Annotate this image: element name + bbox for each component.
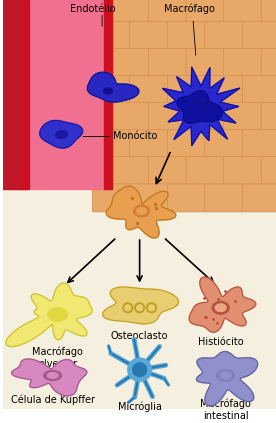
FancyBboxPatch shape [261, 157, 276, 185]
FancyBboxPatch shape [73, 157, 112, 185]
FancyBboxPatch shape [186, 0, 225, 22]
Bar [21, 0, 29, 189]
FancyBboxPatch shape [261, 48, 276, 77]
FancyBboxPatch shape [148, 103, 187, 131]
FancyBboxPatch shape [130, 21, 168, 49]
Bar [104, 0, 112, 189]
FancyBboxPatch shape [130, 130, 168, 158]
Circle shape [125, 305, 131, 310]
Text: Monócito: Monócito [113, 132, 157, 141]
Ellipse shape [44, 371, 62, 380]
FancyBboxPatch shape [205, 130, 243, 158]
FancyBboxPatch shape [186, 48, 225, 77]
Ellipse shape [212, 302, 229, 314]
Circle shape [133, 363, 147, 376]
Ellipse shape [220, 372, 231, 379]
FancyBboxPatch shape [167, 21, 206, 49]
FancyBboxPatch shape [148, 0, 187, 22]
FancyBboxPatch shape [242, 75, 276, 104]
Text: Macrófago
alveolar: Macrófago alveolar [32, 346, 83, 368]
Circle shape [123, 303, 133, 313]
Polygon shape [6, 283, 92, 346]
Polygon shape [106, 186, 176, 238]
FancyBboxPatch shape [92, 21, 131, 49]
FancyBboxPatch shape [73, 103, 112, 131]
FancyBboxPatch shape [92, 75, 131, 104]
Bar [3, 0, 21, 189]
Ellipse shape [215, 304, 226, 312]
FancyBboxPatch shape [130, 75, 168, 104]
Polygon shape [163, 67, 240, 146]
Circle shape [147, 303, 156, 313]
Ellipse shape [56, 131, 67, 138]
Text: Macrófago: Macrófago [164, 3, 215, 14]
FancyBboxPatch shape [186, 103, 225, 131]
FancyBboxPatch shape [92, 184, 131, 212]
Polygon shape [177, 91, 222, 123]
FancyBboxPatch shape [261, 103, 276, 131]
FancyBboxPatch shape [186, 157, 225, 185]
Text: Histiócito: Histiócito [198, 337, 243, 347]
Polygon shape [12, 359, 87, 396]
Bar [3, 0, 112, 189]
Text: Macrófago
intestinal: Macrófago intestinal [200, 399, 251, 421]
FancyBboxPatch shape [92, 130, 131, 158]
FancyBboxPatch shape [130, 184, 168, 212]
FancyBboxPatch shape [261, 0, 276, 22]
Polygon shape [103, 287, 179, 324]
FancyBboxPatch shape [111, 157, 150, 185]
FancyBboxPatch shape [205, 21, 243, 49]
Text: Osteoclasto: Osteoclasto [111, 331, 168, 341]
Ellipse shape [47, 373, 58, 379]
Ellipse shape [217, 370, 235, 381]
Circle shape [137, 305, 143, 310]
Text: Micróglia: Micróglia [118, 401, 161, 412]
FancyBboxPatch shape [242, 21, 276, 49]
Bar [3, 0, 276, 189]
FancyBboxPatch shape [111, 0, 150, 22]
Polygon shape [197, 352, 258, 406]
Polygon shape [40, 121, 83, 148]
Text: Endotélio: Endotélio [70, 4, 116, 14]
FancyBboxPatch shape [73, 48, 112, 77]
FancyBboxPatch shape [224, 48, 262, 77]
Ellipse shape [137, 208, 147, 214]
FancyBboxPatch shape [167, 184, 206, 212]
Polygon shape [87, 72, 139, 102]
FancyBboxPatch shape [242, 184, 276, 212]
Circle shape [148, 305, 155, 310]
FancyBboxPatch shape [224, 103, 262, 131]
FancyBboxPatch shape [224, 0, 262, 22]
FancyBboxPatch shape [73, 0, 112, 22]
FancyBboxPatch shape [148, 48, 187, 77]
Ellipse shape [48, 308, 68, 321]
FancyBboxPatch shape [205, 75, 243, 104]
FancyBboxPatch shape [205, 184, 243, 212]
Ellipse shape [134, 205, 150, 217]
FancyBboxPatch shape [111, 48, 150, 77]
FancyBboxPatch shape [111, 103, 150, 131]
FancyBboxPatch shape [224, 157, 262, 185]
Bar [3, 189, 276, 409]
Polygon shape [189, 277, 256, 332]
Circle shape [128, 358, 152, 381]
Circle shape [135, 303, 145, 313]
Text: Célula de Kupffer: Célula de Kupffer [11, 395, 95, 405]
FancyBboxPatch shape [167, 130, 206, 158]
FancyBboxPatch shape [167, 75, 206, 104]
FancyBboxPatch shape [242, 130, 276, 158]
Ellipse shape [104, 88, 112, 94]
FancyBboxPatch shape [148, 157, 187, 185]
